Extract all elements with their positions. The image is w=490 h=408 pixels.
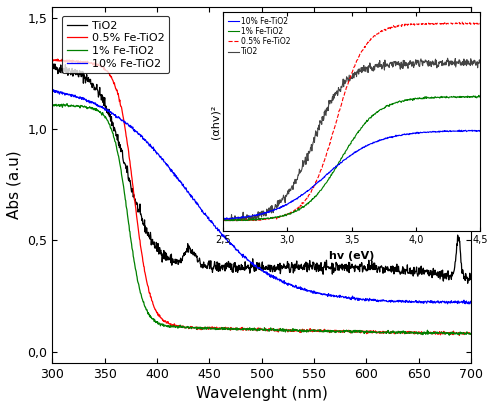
Line: 1% Fe-TiO2: 1% Fe-TiO2 — [52, 104, 471, 335]
1% Fe-TiO2 — [49, 103, 55, 108]
X-axis label: Wavelenght (nm): Wavelenght (nm) — [196, 386, 328, 401]
1% Fe-TiO2 — [64, 101, 70, 106]
0.5% Fe-TiO2 — [54, 57, 60, 62]
1% Fe-TiO2 — [468, 331, 474, 336]
10% Fe-TiO2 — [50, 87, 56, 92]
1% Fe-TiO2 — [93, 106, 98, 111]
Legend: 10% Fe-TiO2, 1% Fe-TiO2, 0.5% Fe-TiO2, TiO2: 10% Fe-TiO2, 1% Fe-TiO2, 0.5% Fe-TiO2, T… — [227, 16, 292, 57]
0.5% Fe-TiO2 — [337, 329, 343, 334]
TiO2 — [49, 64, 55, 69]
1% Fe-TiO2 — [384, 330, 390, 335]
Line: 0.5% Fe-TiO2: 0.5% Fe-TiO2 — [52, 59, 471, 335]
10% Fe-TiO2 — [93, 101, 98, 106]
0.5% Fe-TiO2 — [376, 330, 382, 335]
1% Fe-TiO2 — [234, 326, 240, 330]
TiO2 — [384, 267, 390, 272]
TiO2 — [219, 263, 225, 268]
Legend: TiO2, 0.5% Fe-TiO2, 1% Fe-TiO2, 10% Fe-TiO2: TiO2, 0.5% Fe-TiO2, 1% Fe-TiO2, 10% Fe-T… — [62, 16, 170, 73]
TiO2 — [468, 274, 474, 279]
1% Fe-TiO2 — [337, 330, 343, 335]
0.5% Fe-TiO2 — [93, 62, 98, 67]
Y-axis label: Abs (a.u): Abs (a.u) — [7, 151, 22, 219]
10% Fe-TiO2 — [337, 294, 343, 299]
Line: 10% Fe-TiO2: 10% Fe-TiO2 — [52, 90, 471, 304]
Line: TiO2: TiO2 — [52, 64, 471, 283]
TiO2 — [337, 266, 343, 271]
0.5% Fe-TiO2 — [49, 57, 55, 62]
0.5% Fe-TiO2 — [219, 327, 225, 332]
0.5% Fe-TiO2 — [456, 333, 462, 338]
0.5% Fe-TiO2 — [468, 332, 474, 337]
1% Fe-TiO2 — [219, 325, 225, 330]
1% Fe-TiO2 — [376, 329, 382, 334]
10% Fe-TiO2 — [444, 302, 450, 306]
TiO2 — [93, 87, 98, 92]
1% Fe-TiO2 — [446, 333, 452, 338]
TiO2 — [234, 265, 240, 270]
10% Fe-TiO2 — [376, 298, 382, 303]
X-axis label: hv (eV): hv (eV) — [329, 251, 374, 261]
0.5% Fe-TiO2 — [234, 326, 240, 331]
10% Fe-TiO2 — [49, 90, 55, 95]
10% Fe-TiO2 — [234, 248, 240, 253]
0.5% Fe-TiO2 — [384, 329, 390, 334]
Y-axis label: (αhv)²: (αhv)² — [210, 104, 220, 139]
TiO2 — [376, 266, 382, 271]
10% Fe-TiO2 — [219, 234, 225, 239]
TiO2 — [52, 62, 58, 67]
10% Fe-TiO2 — [468, 299, 474, 304]
10% Fe-TiO2 — [384, 299, 390, 304]
TiO2 — [465, 281, 470, 286]
